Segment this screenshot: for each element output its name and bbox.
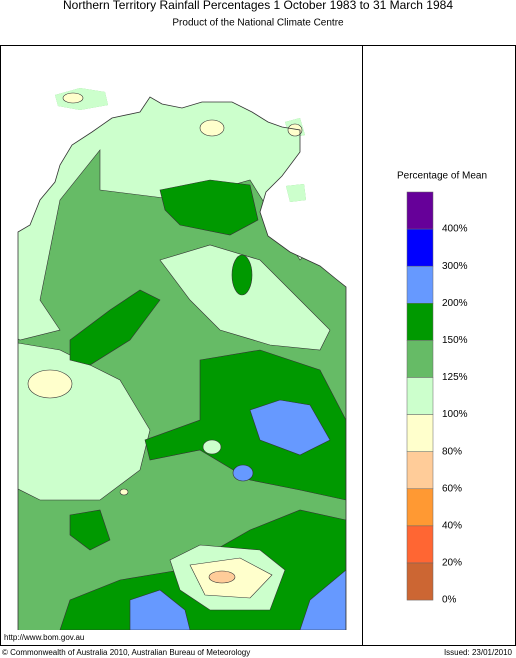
- legend-label: 80%: [442, 446, 462, 457]
- legend-swatch: [406, 562, 434, 601]
- legend-swatch: [406, 228, 434, 267]
- legend-label: 200%: [442, 298, 468, 309]
- legend-swatch: [406, 488, 434, 527]
- legend-label: 60%: [442, 483, 462, 494]
- url: http://www.bom.gov.au: [4, 633, 84, 642]
- legend-swatch: [406, 451, 434, 490]
- issued: Issued: 23/01/2010: [444, 648, 513, 657]
- legend-swatch: [406, 303, 434, 341]
- legend-label: 40%: [442, 521, 462, 532]
- legend-label: 125%: [442, 372, 468, 383]
- legend-swatch: [406, 525, 434, 564]
- legend-title: Percentage of Mean: [397, 171, 487, 182]
- coastline: [17, 96, 347, 630]
- legend-swatch: [406, 414, 434, 452]
- title: Northern Territory Rainfall Percentages …: [63, 0, 453, 12]
- copyright: © Commonwealth of Australia 2010, Austra…: [2, 648, 250, 657]
- subtitle: Product of the National Climate Centre: [172, 18, 344, 29]
- legend-swatch: [406, 340, 434, 378]
- legend-label: 300%: [442, 261, 468, 272]
- rainfall-map: [18, 88, 346, 630]
- legend-swatch: [406, 191, 434, 230]
- legend-label: 0%: [442, 595, 457, 606]
- legend-label: 400%: [442, 224, 468, 235]
- legend-label: 20%: [442, 558, 462, 569]
- legend-swatch: [406, 265, 434, 304]
- legend-swatch: [406, 377, 434, 415]
- legend-label: 100%: [442, 409, 468, 420]
- legend: 400% 300% 200% 150% 125% 100% 80% 60% 40% 20% 0%: [406, 191, 468, 606]
- legend-label: 150%: [442, 335, 468, 346]
